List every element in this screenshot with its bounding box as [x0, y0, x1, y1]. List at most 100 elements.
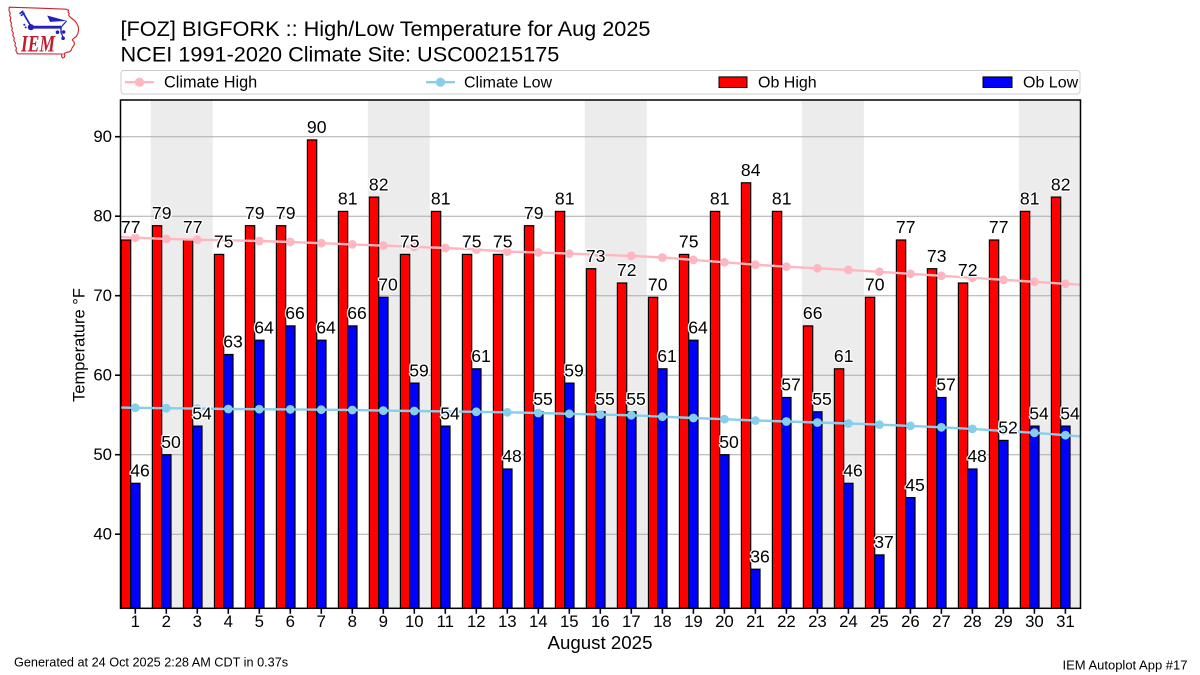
svg-text:Ob Low: Ob Low: [1023, 75, 1079, 92]
svg-text:24: 24: [839, 612, 858, 631]
svg-text:9: 9: [379, 612, 388, 631]
svg-text:81: 81: [710, 189, 730, 209]
svg-text:57: 57: [936, 375, 956, 395]
svg-text:66: 66: [285, 303, 305, 323]
svg-text:55: 55: [595, 389, 615, 409]
svg-text:54: 54: [440, 403, 460, 423]
svg-text:19: 19: [684, 612, 703, 631]
svg-text:81: 81: [772, 189, 792, 209]
svg-text:20: 20: [715, 612, 734, 631]
svg-text:16: 16: [591, 612, 610, 631]
svg-text:64: 64: [254, 317, 274, 337]
svg-text:Generated at 24 Oct 2025 2:28: Generated at 24 Oct 2025 2:28 AM CDT in …: [14, 656, 288, 670]
svg-text:66: 66: [347, 303, 367, 323]
svg-text:54: 54: [1029, 403, 1049, 423]
svg-text:Ob High: Ob High: [758, 75, 817, 92]
svg-text:[FOZ] BIGFORK :: High/Low Temp: [FOZ] BIGFORK :: High/Low Temperature fo…: [121, 16, 651, 41]
svg-text:81: 81: [431, 189, 451, 209]
svg-text:8: 8: [348, 612, 357, 631]
svg-text:18: 18: [653, 612, 672, 631]
svg-text:6: 6: [286, 612, 295, 631]
svg-text:90: 90: [93, 127, 112, 146]
svg-text:IEM: IEM: [20, 31, 56, 56]
svg-text:60: 60: [93, 366, 112, 385]
svg-text:August 2025: August 2025: [548, 632, 653, 653]
svg-text:IEM Autoplot App #17: IEM Autoplot App #17: [1062, 658, 1187, 673]
svg-text:64: 64: [316, 317, 336, 337]
svg-text:81: 81: [555, 189, 575, 209]
svg-text:75: 75: [493, 232, 513, 252]
svg-text:25: 25: [870, 612, 889, 631]
svg-text:22: 22: [777, 612, 796, 631]
svg-text:29: 29: [994, 612, 1013, 631]
svg-text:54: 54: [1060, 403, 1080, 423]
svg-text:NCEI 1991-2020 Climate Site: U: NCEI 1991-2020 Climate Site: USC00215175: [121, 42, 560, 67]
svg-text:48: 48: [967, 446, 987, 466]
svg-text:Temperature °F: Temperature °F: [71, 288, 89, 402]
svg-text:79: 79: [524, 203, 544, 223]
svg-text:55: 55: [533, 389, 553, 409]
svg-text:13: 13: [498, 612, 517, 631]
svg-text:50: 50: [719, 432, 739, 452]
svg-text:28: 28: [963, 612, 982, 631]
svg-text:17: 17: [622, 612, 641, 631]
svg-text:70: 70: [865, 275, 885, 295]
svg-text:72: 72: [958, 260, 978, 280]
svg-text:72: 72: [617, 260, 637, 280]
svg-text:90: 90: [307, 117, 327, 137]
svg-text:61: 61: [657, 346, 677, 366]
svg-text:80: 80: [93, 207, 112, 226]
svg-text:50: 50: [93, 445, 112, 464]
svg-text:77: 77: [896, 217, 916, 237]
svg-text:57: 57: [781, 375, 801, 395]
svg-text:Climate Low: Climate Low: [464, 75, 552, 92]
svg-text:15: 15: [560, 612, 579, 631]
svg-text:4: 4: [224, 612, 233, 631]
svg-text:75: 75: [214, 232, 234, 252]
svg-text:3: 3: [193, 612, 202, 631]
svg-text:5: 5: [255, 612, 264, 631]
svg-text:36: 36: [750, 546, 770, 566]
svg-text:37: 37: [874, 532, 894, 552]
svg-text:11: 11: [437, 612, 454, 631]
svg-text:61: 61: [834, 346, 854, 366]
svg-text:73: 73: [927, 246, 947, 266]
svg-text:79: 79: [152, 203, 172, 223]
svg-text:81: 81: [1020, 189, 1040, 209]
svg-text:45: 45: [905, 475, 925, 495]
svg-text:1: 1: [131, 612, 140, 631]
svg-text:27: 27: [932, 612, 951, 631]
svg-text:77: 77: [183, 217, 203, 237]
svg-text:26: 26: [901, 612, 920, 631]
svg-text:46: 46: [130, 461, 150, 481]
svg-text:40: 40: [93, 525, 112, 544]
svg-text:70: 70: [93, 286, 112, 305]
svg-text:52: 52: [998, 418, 1018, 438]
svg-text:31: 31: [1056, 612, 1075, 631]
svg-text:63: 63: [223, 332, 243, 352]
svg-text:23: 23: [808, 612, 827, 631]
svg-text:46: 46: [843, 461, 863, 481]
svg-text:48: 48: [502, 446, 522, 466]
svg-text:7: 7: [317, 612, 326, 631]
svg-text:59: 59: [564, 360, 584, 380]
svg-text:54: 54: [192, 403, 212, 423]
svg-text:55: 55: [812, 389, 832, 409]
svg-text:66: 66: [803, 303, 823, 323]
svg-text:81: 81: [338, 189, 358, 209]
svg-text:10: 10: [405, 612, 424, 631]
svg-text:70: 70: [378, 275, 398, 295]
svg-text:79: 79: [276, 203, 296, 223]
svg-text:82: 82: [369, 174, 389, 194]
svg-text:Climate High: Climate High: [164, 74, 257, 92]
svg-text:75: 75: [679, 232, 699, 252]
svg-text:77: 77: [121, 217, 141, 237]
svg-text:61: 61: [471, 346, 491, 366]
svg-text:21: 21: [746, 612, 765, 631]
svg-text:70: 70: [648, 275, 668, 295]
svg-text:77: 77: [989, 217, 1009, 237]
svg-text:82: 82: [1051, 174, 1071, 194]
svg-text:64: 64: [688, 317, 708, 337]
svg-text:2: 2: [162, 612, 171, 631]
svg-text:14: 14: [529, 612, 548, 631]
